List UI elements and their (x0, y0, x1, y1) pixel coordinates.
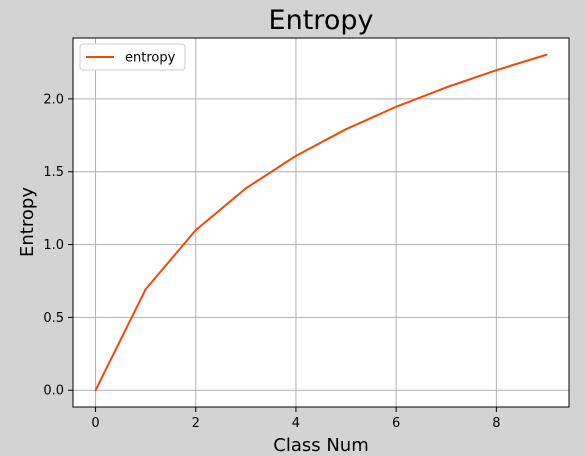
data-point (545, 53, 548, 56)
data-point (445, 86, 448, 89)
legend-box (79, 43, 186, 71)
data-point (94, 389, 97, 392)
y-axis-ticks: 0.0 0.5 1.0 1.5 2.0 (43, 92, 73, 399)
x-tick-label: 2 (192, 416, 200, 431)
x-tick-label: 0 (91, 416, 99, 431)
x-axis-ticks: 0 2 4 6 8 (91, 407, 500, 431)
data-point (294, 154, 297, 157)
x-tick-label: 8 (492, 416, 500, 431)
plot-area (73, 38, 569, 407)
x-tick-label: 4 (292, 416, 300, 431)
legend: entropy (79, 43, 186, 71)
y-tick-label: 2.0 (43, 92, 64, 107)
y-axis-label: Entropy (17, 187, 38, 257)
data-point (495, 69, 498, 72)
data-point (244, 187, 247, 190)
y-tick-label: 1.0 (43, 238, 64, 253)
y-tick-label: 0.0 (43, 384, 64, 399)
data-point (395, 105, 398, 108)
grid-lines (73, 38, 569, 407)
data-point (345, 128, 348, 131)
x-axis-label: Class Num (273, 435, 368, 456)
x-tick-label: 6 (392, 416, 400, 431)
series-line-entropy (94, 53, 547, 391)
plot-frame (72, 37, 570, 408)
y-tick-label: 1.5 (43, 165, 64, 180)
legend-label-entropy: entropy (125, 51, 176, 66)
data-point (194, 229, 197, 232)
series-layer (94, 53, 548, 392)
y-tick-label: 0.5 (43, 311, 64, 326)
chart-title: Entropy (269, 5, 374, 36)
data-point (144, 288, 147, 291)
